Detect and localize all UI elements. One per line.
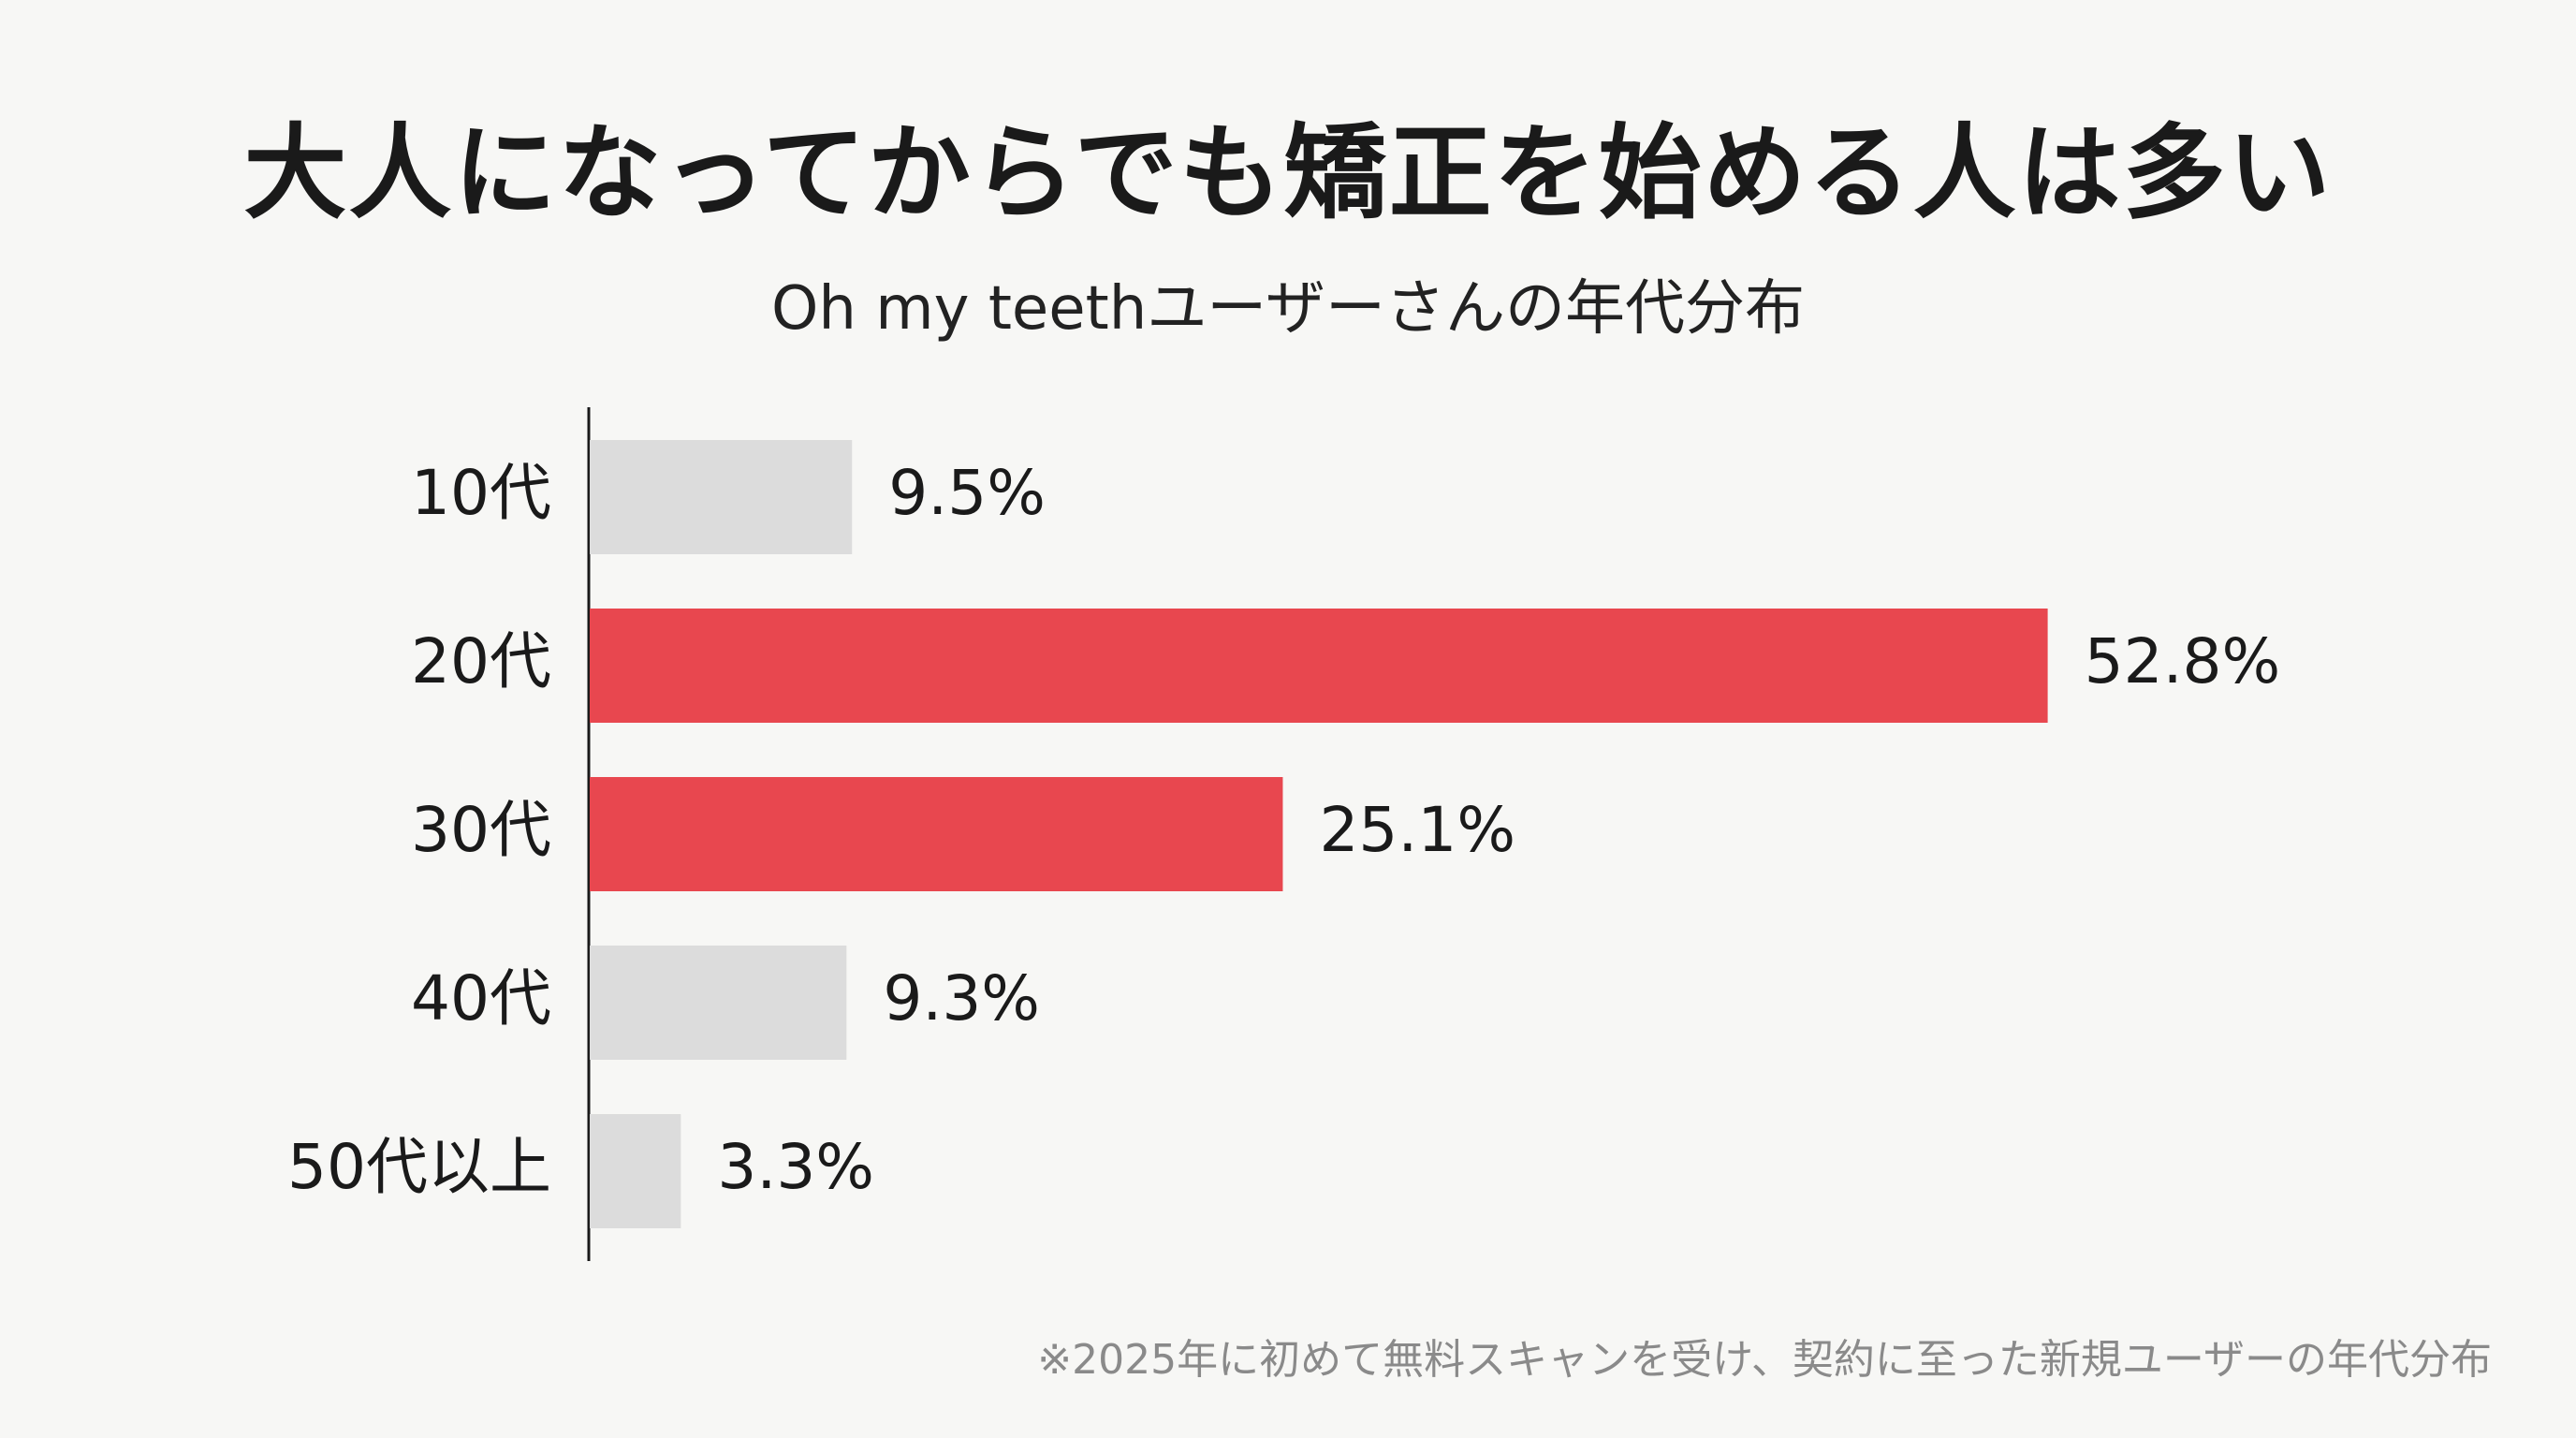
value-label-1: 9.5% xyxy=(888,457,1046,529)
value-label-4: 9.3% xyxy=(883,962,1040,1034)
bar-2 xyxy=(590,609,2048,723)
value-label-3: 25.1% xyxy=(1319,794,1515,866)
category-label-4: 40代 xyxy=(411,962,551,1034)
value-label-2: 52.8% xyxy=(2085,625,2281,697)
bar-1 xyxy=(590,440,853,554)
category-label-3: 30代 xyxy=(411,794,551,866)
category-label-2: 20代 xyxy=(411,625,551,697)
chart-footnote: ※2025年に初めて無料スキャンを受け、契約に至った新規ユーザーの年代分布 xyxy=(1037,1336,2492,1384)
value-label-5: 3.3% xyxy=(717,1131,874,1203)
bar-4 xyxy=(590,946,847,1060)
chart-title: 大人になってからでも矯正を始める人は多い xyxy=(243,113,2333,233)
chart-subtitle: Oh my teethユーザーさんの年代分布 xyxy=(770,274,1806,344)
category-label-1: 10代 xyxy=(411,457,551,529)
bar-5 xyxy=(590,1114,681,1228)
bar-3 xyxy=(590,777,1283,891)
category-label-5: 50代以上 xyxy=(287,1131,551,1203)
